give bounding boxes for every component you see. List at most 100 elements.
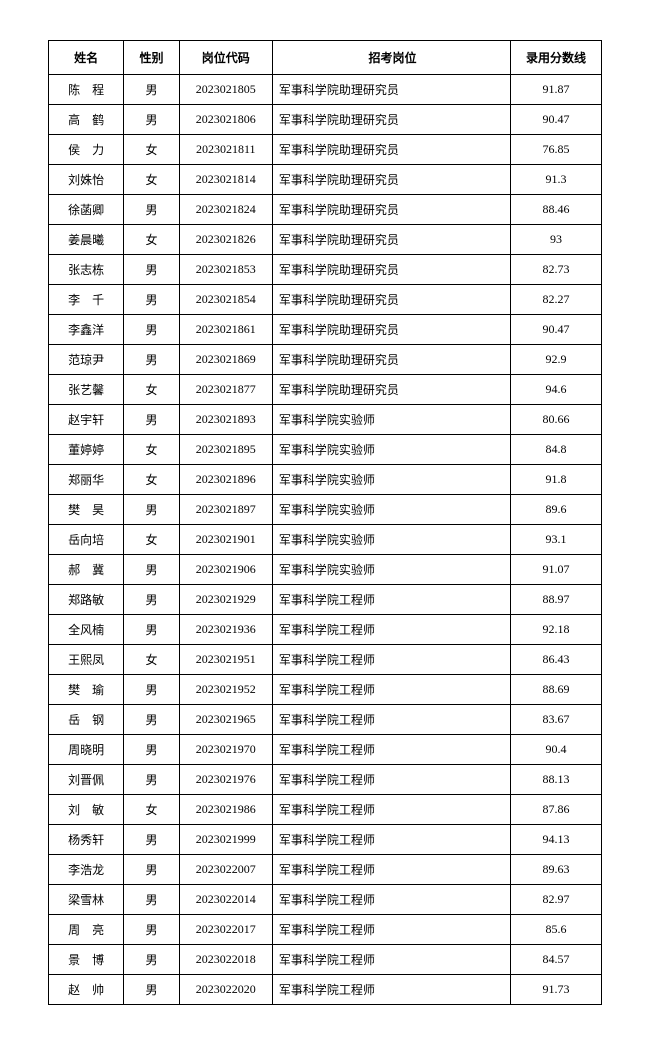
cell-code: 2023021806 (179, 105, 272, 135)
cell-name: 樊 瑜 (49, 675, 124, 705)
cell-name: 李鑫洋 (49, 315, 124, 345)
table-row: 周晓明男2023021970军事科学院工程师90.4 (49, 735, 602, 765)
cell-score: 90.47 (511, 105, 602, 135)
cell-code: 2023021826 (179, 225, 272, 255)
table-row: 董婷婷女2023021895军事科学院实验师84.8 (49, 435, 602, 465)
cell-position: 军事科学院工程师 (272, 885, 510, 915)
cell-code: 2023021970 (179, 735, 272, 765)
cell-gender: 男 (124, 825, 179, 855)
table-row: 樊 昊男2023021897军事科学院实验师89.6 (49, 495, 602, 525)
cell-position: 军事科学院助理研究员 (272, 255, 510, 285)
cell-score: 91.73 (511, 975, 602, 1005)
cell-score: 94.13 (511, 825, 602, 855)
cell-score: 88.13 (511, 765, 602, 795)
cell-position: 军事科学院助理研究员 (272, 345, 510, 375)
cell-name: 刘姝怡 (49, 165, 124, 195)
cell-position: 军事科学院助理研究员 (272, 375, 510, 405)
cell-name: 李 千 (49, 285, 124, 315)
table-row: 李 千男2023021854军事科学院助理研究员82.27 (49, 285, 602, 315)
cell-gender: 男 (124, 195, 179, 225)
cell-score: 91.07 (511, 555, 602, 585)
table-row: 高 鹤男2023021806军事科学院助理研究员90.47 (49, 105, 602, 135)
cell-score: 93 (511, 225, 602, 255)
cell-code: 2023021896 (179, 465, 272, 495)
cell-score: 91.3 (511, 165, 602, 195)
cell-code: 2023022018 (179, 945, 272, 975)
cell-score: 84.57 (511, 945, 602, 975)
cell-name: 郝 冀 (49, 555, 124, 585)
cell-code: 2023021952 (179, 675, 272, 705)
cell-score: 83.67 (511, 705, 602, 735)
cell-name: 梁雪林 (49, 885, 124, 915)
cell-code: 2023021951 (179, 645, 272, 675)
cell-position: 军事科学院实验师 (272, 525, 510, 555)
cell-code: 2023021986 (179, 795, 272, 825)
cell-gender: 女 (124, 375, 179, 405)
cell-name: 张艺馨 (49, 375, 124, 405)
cell-position: 军事科学院实验师 (272, 495, 510, 525)
table-row: 梁雪林男2023022014军事科学院工程师82.97 (49, 885, 602, 915)
cell-name: 郑丽华 (49, 465, 124, 495)
cell-position: 军事科学院工程师 (272, 675, 510, 705)
cell-gender: 男 (124, 555, 179, 585)
cell-name: 全风楠 (49, 615, 124, 645)
cell-code: 2023021861 (179, 315, 272, 345)
table-row: 赵 帅男2023022020军事科学院工程师91.73 (49, 975, 602, 1005)
cell-code: 2023021805 (179, 75, 272, 105)
header-name: 姓名 (49, 41, 124, 75)
cell-position: 军事科学院助理研究员 (272, 195, 510, 225)
cell-gender: 男 (124, 915, 179, 945)
cell-name: 赵宇轩 (49, 405, 124, 435)
cell-name: 岳 钢 (49, 705, 124, 735)
cell-name: 赵 帅 (49, 975, 124, 1005)
header-gender: 性别 (124, 41, 179, 75)
cell-code: 2023021906 (179, 555, 272, 585)
cell-code: 2023022007 (179, 855, 272, 885)
cell-position: 军事科学院工程师 (272, 795, 510, 825)
cell-name: 刘晋佩 (49, 765, 124, 795)
cell-name: 杨秀轩 (49, 825, 124, 855)
cell-gender: 女 (124, 225, 179, 255)
cell-score: 85.6 (511, 915, 602, 945)
header-code: 岗位代码 (179, 41, 272, 75)
cell-gender: 女 (124, 165, 179, 195)
cell-score: 94.6 (511, 375, 602, 405)
cell-score: 92.18 (511, 615, 602, 645)
table-row: 刘 敏女2023021986军事科学院工程师87.86 (49, 795, 602, 825)
cell-position: 军事科学院实验师 (272, 555, 510, 585)
cell-name: 高 鹤 (49, 105, 124, 135)
table-row: 张艺馨女2023021877军事科学院助理研究员94.6 (49, 375, 602, 405)
table-row: 郑路敏男2023021929军事科学院工程师88.97 (49, 585, 602, 615)
cell-name: 景 博 (49, 945, 124, 975)
cell-name: 范琼尹 (49, 345, 124, 375)
cell-code: 2023021854 (179, 285, 272, 315)
cell-position: 军事科学院助理研究员 (272, 105, 510, 135)
cell-code: 2023021897 (179, 495, 272, 525)
cell-score: 91.8 (511, 465, 602, 495)
cell-gender: 男 (124, 585, 179, 615)
cell-position: 军事科学院助理研究员 (272, 135, 510, 165)
table-row: 刘姝怡女2023021814军事科学院助理研究员91.3 (49, 165, 602, 195)
cell-position: 军事科学院实验师 (272, 435, 510, 465)
cell-gender: 男 (124, 705, 179, 735)
cell-gender: 女 (124, 645, 179, 675)
cell-position: 军事科学院工程师 (272, 975, 510, 1005)
table-row: 景 博男2023022018军事科学院工程师84.57 (49, 945, 602, 975)
cell-name: 刘 敏 (49, 795, 124, 825)
cell-position: 军事科学院工程师 (272, 705, 510, 735)
cell-score: 82.73 (511, 255, 602, 285)
cell-gender: 男 (124, 975, 179, 1005)
cell-name: 陈 程 (49, 75, 124, 105)
cell-score: 80.66 (511, 405, 602, 435)
cell-gender: 男 (124, 285, 179, 315)
cell-gender: 男 (124, 255, 179, 285)
cell-position: 军事科学院助理研究员 (272, 315, 510, 345)
cell-score: 84.8 (511, 435, 602, 465)
cell-name: 李浩龙 (49, 855, 124, 885)
cell-gender: 男 (124, 315, 179, 345)
cell-code: 2023021893 (179, 405, 272, 435)
cell-gender: 男 (124, 615, 179, 645)
cell-score: 88.69 (511, 675, 602, 705)
cell-score: 86.43 (511, 645, 602, 675)
cell-name: 岳向培 (49, 525, 124, 555)
